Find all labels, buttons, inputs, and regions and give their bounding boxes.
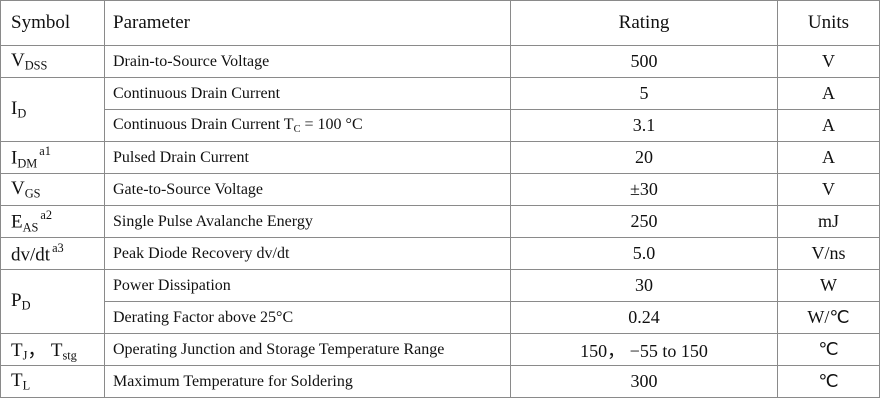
column-header: Rating: [510, 0, 778, 46]
text-segment: I: [11, 147, 18, 169]
rating-cell: 30: [510, 269, 778, 302]
symbol-cell: TJ， Tstg: [0, 333, 105, 366]
text-segment: P: [11, 289, 22, 311]
table-row: EASa2 Single Pulse Avalanche Energy 250 mJ: [0, 205, 880, 238]
parameter-cell: Drain-to-Source Voltage: [104, 45, 511, 78]
units-cell: ℃: [777, 333, 880, 366]
symbol-cell: VGS: [0, 173, 105, 206]
table-body: VDSS Drain-to-Source Voltage 500 V ID Continu…: [0, 45, 880, 398]
symbol-cell: PD: [0, 269, 105, 334]
rating-cell: 3.1: [510, 109, 778, 142]
symbol-cell: VDSS: [0, 45, 105, 78]
rating-cell: 250: [510, 205, 778, 238]
subscript: DSS: [24, 58, 48, 73]
text-segment: Continuous Drain Current T: [113, 115, 294, 133]
units-cell: A: [777, 77, 880, 110]
text-segment: V: [11, 49, 25, 71]
subscript: stg: [62, 348, 77, 363]
column-header: Units: [777, 0, 880, 46]
header-row: Symbol Parameter Rating Units: [0, 0, 880, 46]
parameter-cell: Operating Junction and Storage Temperatu…: [104, 333, 511, 366]
subscript: AS: [22, 220, 39, 235]
rating-cell: ±30: [510, 173, 778, 206]
table-row: ID Continuous Drain Current 5 A: [0, 77, 880, 142]
symbol-cell: EASa2: [0, 205, 105, 238]
parameter-cell: Peak Diode Recovery dv/dt: [104, 237, 511, 270]
subscript: GS: [24, 186, 41, 201]
units-cell: W/℃: [777, 301, 880, 334]
rating-cell: 0.24: [510, 301, 778, 334]
rating-cell: 500: [510, 45, 778, 78]
text-segment: E: [11, 211, 23, 233]
text-segment: = 100 °C: [300, 115, 363, 133]
parameter-cell: Continuous Drain Current: [104, 77, 511, 110]
superscript: a1: [39, 143, 51, 158]
parameter-cell: Continuous Drain Current TC = 100 °C: [104, 109, 511, 142]
symbol-cell: IDMa1: [0, 141, 105, 174]
superscript: a3: [52, 240, 64, 255]
table-row: Derating Factor above 25°C 0.24 W/℃: [1, 301, 880, 334]
parameter-cell: Power Dissipation: [104, 269, 511, 302]
parameter-cell: Maximum Temperature for Soldering: [104, 365, 511, 398]
table-row: VDSS Drain-to-Source Voltage 500 V: [0, 45, 880, 78]
text-segment: V: [11, 177, 25, 199]
rating-cell: 20: [510, 141, 778, 174]
subscript: D: [21, 298, 31, 313]
table-row: TL Maximum Temperature for Soldering 300 ℃: [0, 365, 880, 398]
units-cell: V/ns: [777, 237, 880, 270]
rating-cell: 300: [510, 365, 778, 398]
subscript: J: [22, 348, 28, 363]
text-segment: T: [11, 340, 23, 362]
subscript: C: [293, 124, 301, 136]
units-cell: V: [777, 45, 880, 78]
units-cell: V: [777, 173, 880, 206]
superscript: a2: [40, 207, 53, 222]
table-row: VGS Gate-to-Source Voltage ±30 V: [0, 173, 880, 206]
text-segment: dv/dt: [11, 244, 51, 266]
parameter-cell: Derating Factor above 25°C: [104, 301, 511, 334]
rating-cell: 150， −55 to 150: [510, 333, 778, 366]
table-row: TJ， Tstg Operating Junction and Storage T…: [0, 333, 880, 366]
rating-cell: 5: [510, 77, 778, 110]
symbol-cell: ID: [0, 77, 105, 142]
symbol-cell: TL: [0, 365, 105, 398]
subscript: DM: [17, 156, 38, 171]
units-cell: A: [777, 141, 880, 174]
units-cell: ℃: [777, 365, 880, 398]
column-header: Parameter: [104, 0, 511, 46]
units-cell: A: [777, 109, 880, 142]
units-cell: W: [777, 269, 880, 302]
parameter-cell: Gate-to-Source Voltage: [104, 173, 511, 206]
symbol-cell: dv/dt a3: [0, 237, 105, 270]
parameter-cell: Single Pulse Avalanche Energy: [104, 205, 511, 238]
table-row: dv/dt a3 Peak Diode Recovery dv/dt 5.0 V/ns: [0, 237, 880, 270]
column-header: Symbol: [0, 0, 105, 46]
subscript: L: [22, 378, 31, 393]
text-segment: I: [11, 97, 18, 119]
table-row: IDMa1 Pulsed Drain Current 20 A: [0, 141, 880, 174]
parameter-cell: Pulsed Drain Current: [104, 141, 511, 174]
rating-cell: 5.0: [510, 237, 778, 270]
text-segment: T: [11, 369, 23, 391]
table-row: Continuous Drain Current TC = 100 °C 3.1 A: [1, 109, 880, 142]
text-segment: ， T: [27, 340, 63, 362]
units-cell: mJ: [777, 205, 880, 238]
table-row: PD Power Dissipation 30 W: [0, 269, 880, 334]
table-header: Symbol Parameter Rating Units: [0, 0, 880, 46]
subscript: D: [17, 106, 27, 121]
